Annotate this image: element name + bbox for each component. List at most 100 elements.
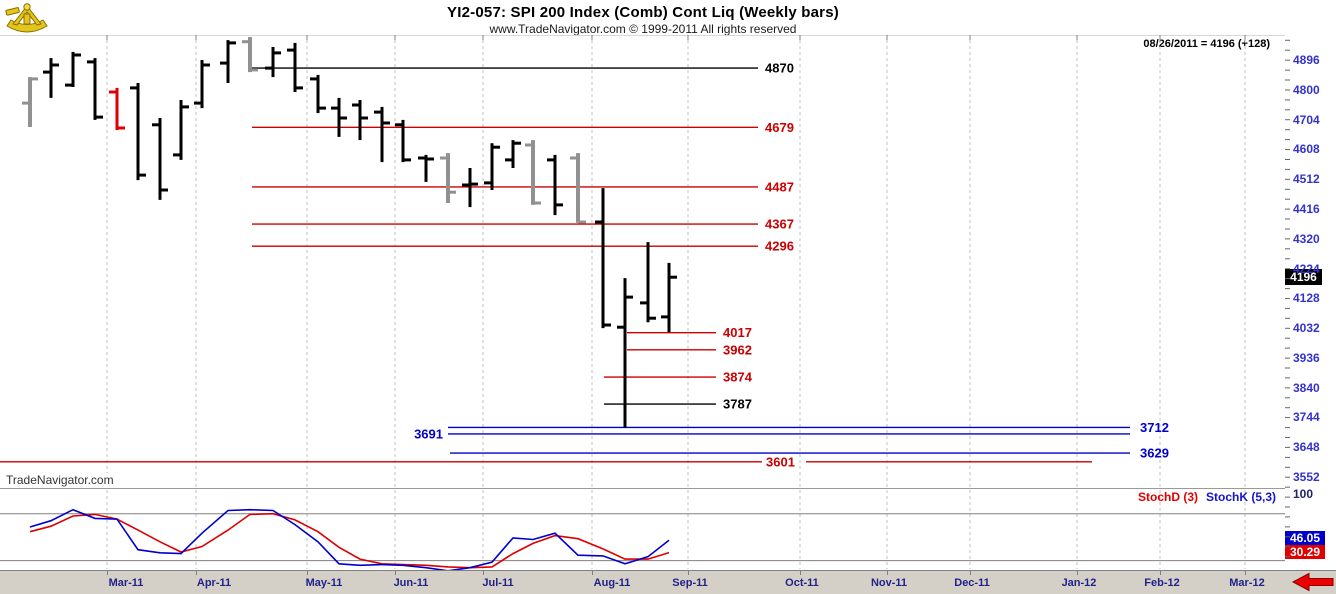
panel-divider xyxy=(0,488,1285,489)
ohlc-bar xyxy=(194,60,210,109)
svg-text:3691: 3691 xyxy=(414,426,443,441)
ohlc-bar xyxy=(640,242,656,323)
ohlc-bar xyxy=(242,37,258,73)
ohlc-bar xyxy=(617,278,633,428)
price-level-4296: 4296 xyxy=(252,239,794,254)
svg-text:3787: 3787 xyxy=(723,397,752,412)
svg-text:4296: 4296 xyxy=(765,239,794,254)
ohlc-bar xyxy=(22,77,38,127)
month-label-dec-11: Dec-11 xyxy=(954,577,990,589)
price-axis-label: 4800 xyxy=(1293,82,1320,97)
price-axis-label: 4032 xyxy=(1293,321,1320,336)
price-level-3712: 3712 xyxy=(448,420,1169,435)
time-axis: Mar-11 Apr-11 May-11 Jun-11 Jul-11 Aug-11 Sep-… xyxy=(0,570,1336,594)
month-label-mar-11: Mar-11 xyxy=(108,577,144,589)
stochastic-chart xyxy=(0,490,1285,570)
time-axis-tick xyxy=(1160,571,1161,575)
trade-navigator-logo xyxy=(5,3,48,33)
ohlc-bar xyxy=(595,188,611,329)
month-label-oct-11: Oct-11 xyxy=(785,577,819,589)
time-axis-tick xyxy=(483,571,484,575)
ohlc-bar xyxy=(109,87,125,131)
stochk-value-badge: 46.05 xyxy=(1285,531,1325,545)
svg-text:3601: 3601 xyxy=(766,454,795,469)
price-axis-label: 4128 xyxy=(1293,291,1320,306)
svg-text:4870: 4870 xyxy=(765,61,794,76)
month-label-aug-11: Aug-11 xyxy=(593,577,631,589)
time-axis-tick xyxy=(1245,571,1246,575)
svg-text:3962: 3962 xyxy=(723,342,752,357)
price-level-4017: 4017 xyxy=(627,325,752,340)
ohlc-bars xyxy=(22,37,677,428)
price-axis-ticks xyxy=(1285,39,1290,558)
price-axis-label: 4704 xyxy=(1293,112,1320,127)
ohlc-bar xyxy=(484,143,500,190)
ohlc-bar xyxy=(462,168,478,208)
price-axis-label: 4896 xyxy=(1293,53,1320,67)
price-axis-label: 3936 xyxy=(1293,350,1320,365)
ohlc-bar xyxy=(331,97,347,137)
ohlc-bar xyxy=(525,140,541,205)
month-label-mar-12: Mar-12 xyxy=(1229,577,1265,589)
ohlc-bar xyxy=(395,119,411,163)
ohlc-bar xyxy=(173,100,189,160)
ohlc-bar xyxy=(87,58,103,120)
price-level-4487: 4487 xyxy=(252,179,794,194)
watermark-label: TradeNavigator.com xyxy=(6,473,118,487)
ohlc-bar xyxy=(265,47,281,78)
price-level-3629: 3629 xyxy=(450,446,1169,461)
ohlc-bar xyxy=(547,154,563,216)
time-axis-tick xyxy=(800,571,801,575)
month-label-sep-11: Sep-11 xyxy=(672,577,708,589)
ohlc-bar xyxy=(287,42,303,92)
svg-text:3712: 3712 xyxy=(1140,420,1169,435)
time-axis-tick xyxy=(970,571,971,575)
price-level-3601: 3601 xyxy=(0,454,1092,469)
time-axis-tick xyxy=(395,571,396,575)
price-axis-label: 3744 xyxy=(1293,410,1320,425)
stochd-legend-label: StochD (3) xyxy=(1138,490,1198,504)
price-level-4679: 4679 xyxy=(252,120,794,135)
time-axis-tick xyxy=(887,571,888,575)
month-label-jul-11: Jul-11 xyxy=(482,577,514,589)
chart-title: YI2-057: SPI 200 Index (Comb) Cont Liq (… xyxy=(447,4,839,21)
stochd-value-badge: 30.29 xyxy=(1285,545,1325,559)
price-level-3874: 3874 xyxy=(604,370,753,385)
price-axis-label: 4224 xyxy=(1293,261,1320,276)
scroll-left-arrow[interactable] xyxy=(1292,572,1334,592)
time-axis-tick xyxy=(196,571,197,575)
ohlc-bar xyxy=(130,83,146,181)
ohlc-bar xyxy=(570,153,586,224)
time-axis-tick xyxy=(592,571,593,575)
month-label-may-11: May-11 xyxy=(305,577,343,589)
price-axis: 4196 100 46.05 30.29 4896 4800 4704 4608 451… xyxy=(1285,35,1336,570)
time-axis-tick xyxy=(107,571,108,575)
ohlc-bar xyxy=(352,100,368,141)
time-axis-tick xyxy=(688,571,689,575)
ohlc-bar xyxy=(220,40,236,83)
price-level-3691: 3691 xyxy=(414,426,1130,441)
price-level-4367: 4367 xyxy=(252,217,794,232)
price-axis-label: 4608 xyxy=(1293,142,1320,157)
ohlc-bar xyxy=(440,153,456,203)
price-chart: 4870 4679 4487 4367 4296 4017 3962 3874 3787 3712… xyxy=(0,35,1246,487)
svg-text:4367: 4367 xyxy=(765,217,794,232)
time-axis-tick xyxy=(307,571,308,575)
svg-text:3629: 3629 xyxy=(1140,446,1169,461)
price-axis-label: 4320 xyxy=(1293,231,1320,246)
month-label-jun-11: Jun-11 xyxy=(393,577,429,589)
price-axis-label: 4512 xyxy=(1293,172,1320,187)
price-level-3962: 3962 xyxy=(627,342,752,357)
ohlc-bar xyxy=(152,118,168,200)
stoch-scale-top-label: 100 xyxy=(1293,487,1314,501)
chart-top-border xyxy=(0,35,1285,36)
price-axis-label: 3648 xyxy=(1293,440,1320,455)
month-label-apr-11: Apr-11 xyxy=(196,577,232,589)
month-label-jan-12: Jan-12 xyxy=(1061,577,1097,589)
svg-text:3874: 3874 xyxy=(723,370,753,385)
time-axis-tick xyxy=(1077,571,1078,575)
svg-text:4017: 4017 xyxy=(723,325,752,340)
price-axis-label: 4416 xyxy=(1293,201,1320,216)
price-axis-label: 3552 xyxy=(1293,470,1320,485)
